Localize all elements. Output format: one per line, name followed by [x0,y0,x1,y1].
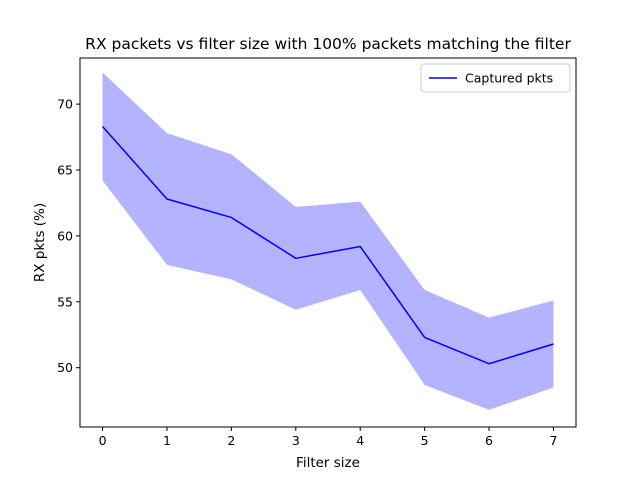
legend-entry-captured-pkts: Captured pkts [465,71,553,86]
x-axis-label: Filter size [296,455,360,471]
confidence-band-layer [102,72,554,410]
legend: Captured pkts [420,63,571,93]
y-axis-label: RX pkts (%) [32,203,48,282]
plot-area-frame [79,57,577,428]
x-tick-label: 1 [163,433,171,448]
x-tick-label: 6 [485,433,493,448]
y-tick-label: 70 [57,97,73,112]
x-tick-label: 7 [549,433,557,448]
y-tick-label: 50 [57,360,73,375]
y-tick-label: 65 [57,163,73,178]
x-tick-label: 2 [227,433,235,448]
x-tick-label: 3 [292,433,300,448]
series-line-layer [101,126,554,365]
y-tick-label: 55 [57,294,73,309]
legend-box [420,63,571,93]
x-tick-label: 4 [356,433,364,448]
x-tick-label: 5 [421,433,429,448]
chart-title: RX packets vs filter size with 100% pack… [85,35,571,53]
x-axis: 0 1 2 3 4 5 6 7 [99,427,557,448]
y-tick-label: 60 [57,228,73,243]
x-tick-label: 0 [99,433,107,448]
y-axis: 50 55 60 65 70 [57,97,80,375]
series-line-captured-pkts [101,126,554,365]
confidence-band [102,72,554,410]
